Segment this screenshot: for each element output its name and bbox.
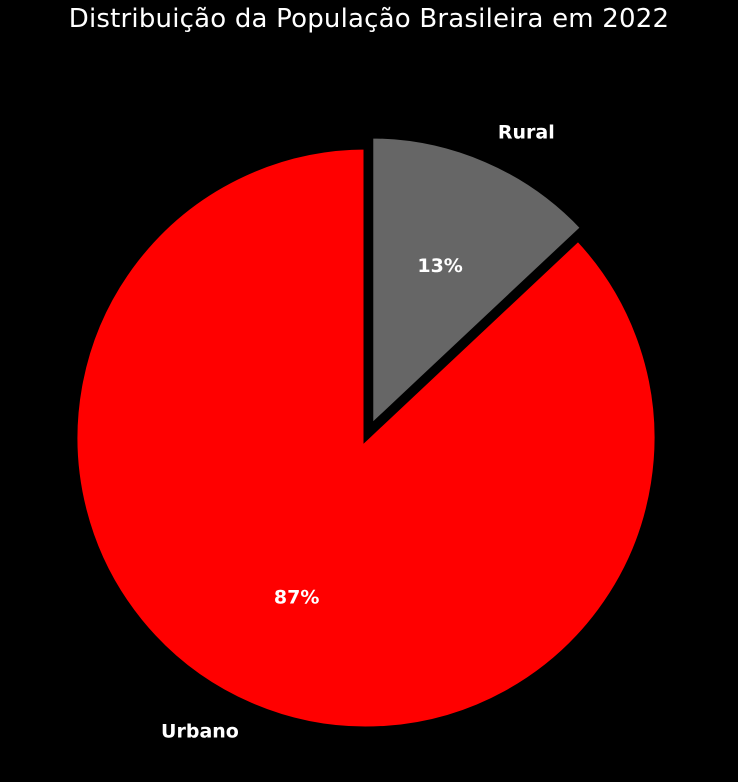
pie-slices [72, 133, 660, 732]
pie-slice-rural [368, 133, 587, 433]
pie-labels: Rural 13% Urbano 87% [161, 122, 555, 743]
slice-pct-urbano: 87% [274, 587, 319, 609]
slice-pct-rural: 13% [417, 255, 462, 277]
slice-label-urbano: Urbano [161, 720, 239, 742]
pie-slice-urbano [72, 144, 660, 732]
chart-title: Distribuição da População Brasileira em … [68, 4, 670, 34]
slice-label-rural: Rural [498, 122, 555, 144]
